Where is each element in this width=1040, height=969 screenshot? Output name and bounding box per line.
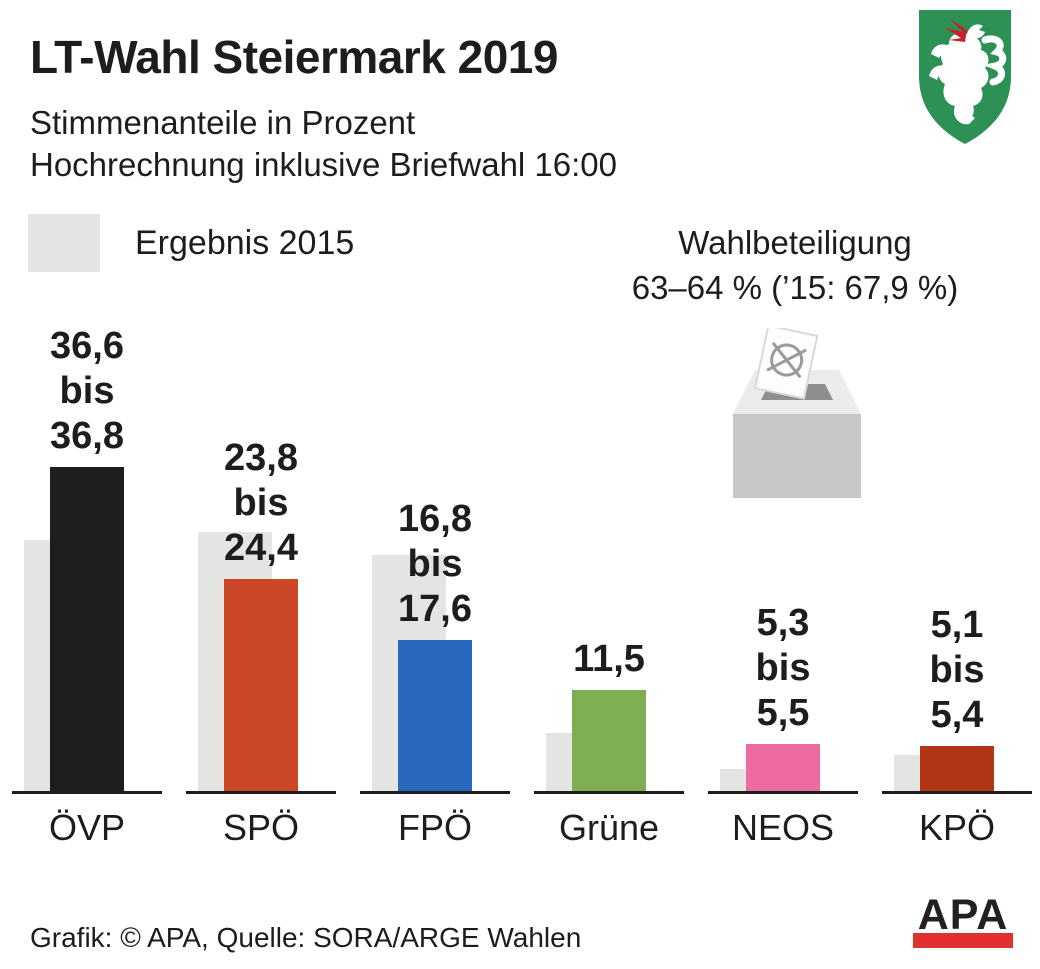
- apa-logo-bar: [913, 933, 1013, 948]
- value-label-line: 5,1: [930, 604, 984, 646]
- party-label: NEOS: [731, 807, 835, 848]
- party-label: SPÖ: [222, 807, 300, 848]
- value-label-line: bis: [233, 482, 289, 524]
- value-label-line: 23,8: [224, 437, 298, 479]
- result-bar-2019: [746, 744, 820, 792]
- legend: Ergebnis 2015: [28, 214, 354, 272]
- ballot-box-icon: [733, 328, 861, 498]
- bar-chart: 36,6 bis 36,8 ÖVP 23,8 bis 24,4 SPÖ 16,8 bis 17,6 F…: [0, 325, 1040, 885]
- baseline: [534, 791, 684, 794]
- value-label-line: 5,5: [756, 692, 810, 734]
- baseline: [12, 791, 162, 794]
- turnout-value: 63–64 % (’15: 67,9 %): [631, 269, 959, 306]
- page-title: LT-Wahl Steiermark 2019: [30, 31, 558, 83]
- baseline: [360, 791, 510, 794]
- party-label: KPÖ: [918, 807, 996, 848]
- legend-swatch-2015: [28, 214, 100, 272]
- value-label-line: bis: [755, 647, 811, 689]
- party-group-vp: 36,6 bis 36,8 ÖVP: [0, 324, 174, 848]
- result-bar-2019: [50, 467, 124, 792]
- party-label: Grüne: [558, 807, 660, 848]
- value-label: 11,5: [522, 637, 696, 682]
- party-group-kp: 5,1 bis 5,4 KPÖ: [870, 325, 1040, 848]
- value-label-line: 17,6: [398, 588, 472, 630]
- party-label: ÖVP: [48, 807, 126, 848]
- value-label-line: bis: [929, 649, 985, 691]
- steiermark-coat-of-arms: [919, 10, 1011, 144]
- value-label-line: bis: [59, 370, 115, 412]
- source-credit: Grafik: © APA, Quelle: SORA/ARGE Wahlen: [30, 922, 582, 953]
- baseline: [882, 791, 1032, 794]
- value-label-line: 24,4: [224, 527, 298, 569]
- value-label-line: 16,8: [398, 498, 472, 540]
- value-label: 16,8 bis 17,6: [348, 497, 522, 632]
- value-label: 23,8 bis 24,4: [174, 436, 348, 571]
- value-label-line: 11,5: [573, 638, 645, 680]
- turnout-title: Wahlbeteiligung: [678, 224, 912, 261]
- subtitle-line-1: Stimmenanteile in Prozent: [30, 104, 416, 141]
- value-label-line: bis: [407, 543, 463, 585]
- party-group-neos: 5,3 bis 5,5 NEOS: [696, 325, 870, 848]
- value-label-line: 36,6: [50, 325, 124, 367]
- result-bar-2019: [572, 690, 646, 792]
- party-group-sp: 23,8 bis 24,4 SPÖ: [174, 325, 348, 848]
- result-bar-2019: [224, 579, 298, 792]
- value-label-line: 36,8: [50, 415, 124, 457]
- party-group-fp: 16,8 bis 17,6 FPÖ: [348, 325, 522, 848]
- subtitle: Stimmenanteile in Prozent Hochrechnung i…: [30, 102, 617, 186]
- value-label: 5,1 bis 5,4: [870, 603, 1040, 738]
- value-label-line: 5,3: [756, 602, 810, 644]
- value-label: 36,6 bis 36,8: [0, 324, 174, 459]
- apa-logo: APA: [913, 894, 1013, 948]
- apa-logo-text: APA: [917, 891, 1009, 939]
- party-group-grne: 11,5 Grüne: [522, 325, 696, 848]
- subtitle-line-2: Hochrechnung inklusive Briefwahl 16:00: [30, 146, 618, 183]
- ballot-paper-icon: [753, 328, 819, 400]
- legend-label: Ergebnis 2015: [135, 223, 355, 262]
- result-bar-2019: [920, 746, 994, 792]
- value-label: 5,3 bis 5,5: [696, 601, 870, 736]
- party-label: FPÖ: [397, 807, 472, 848]
- baseline: [708, 791, 858, 794]
- baseline: [186, 791, 336, 794]
- turnout-block: Wahlbeteiligung 63–64 % (’15: 67,9 %): [560, 220, 1030, 310]
- value-label-line: 5,4: [930, 694, 984, 736]
- result-bar-2019: [398, 640, 472, 792]
